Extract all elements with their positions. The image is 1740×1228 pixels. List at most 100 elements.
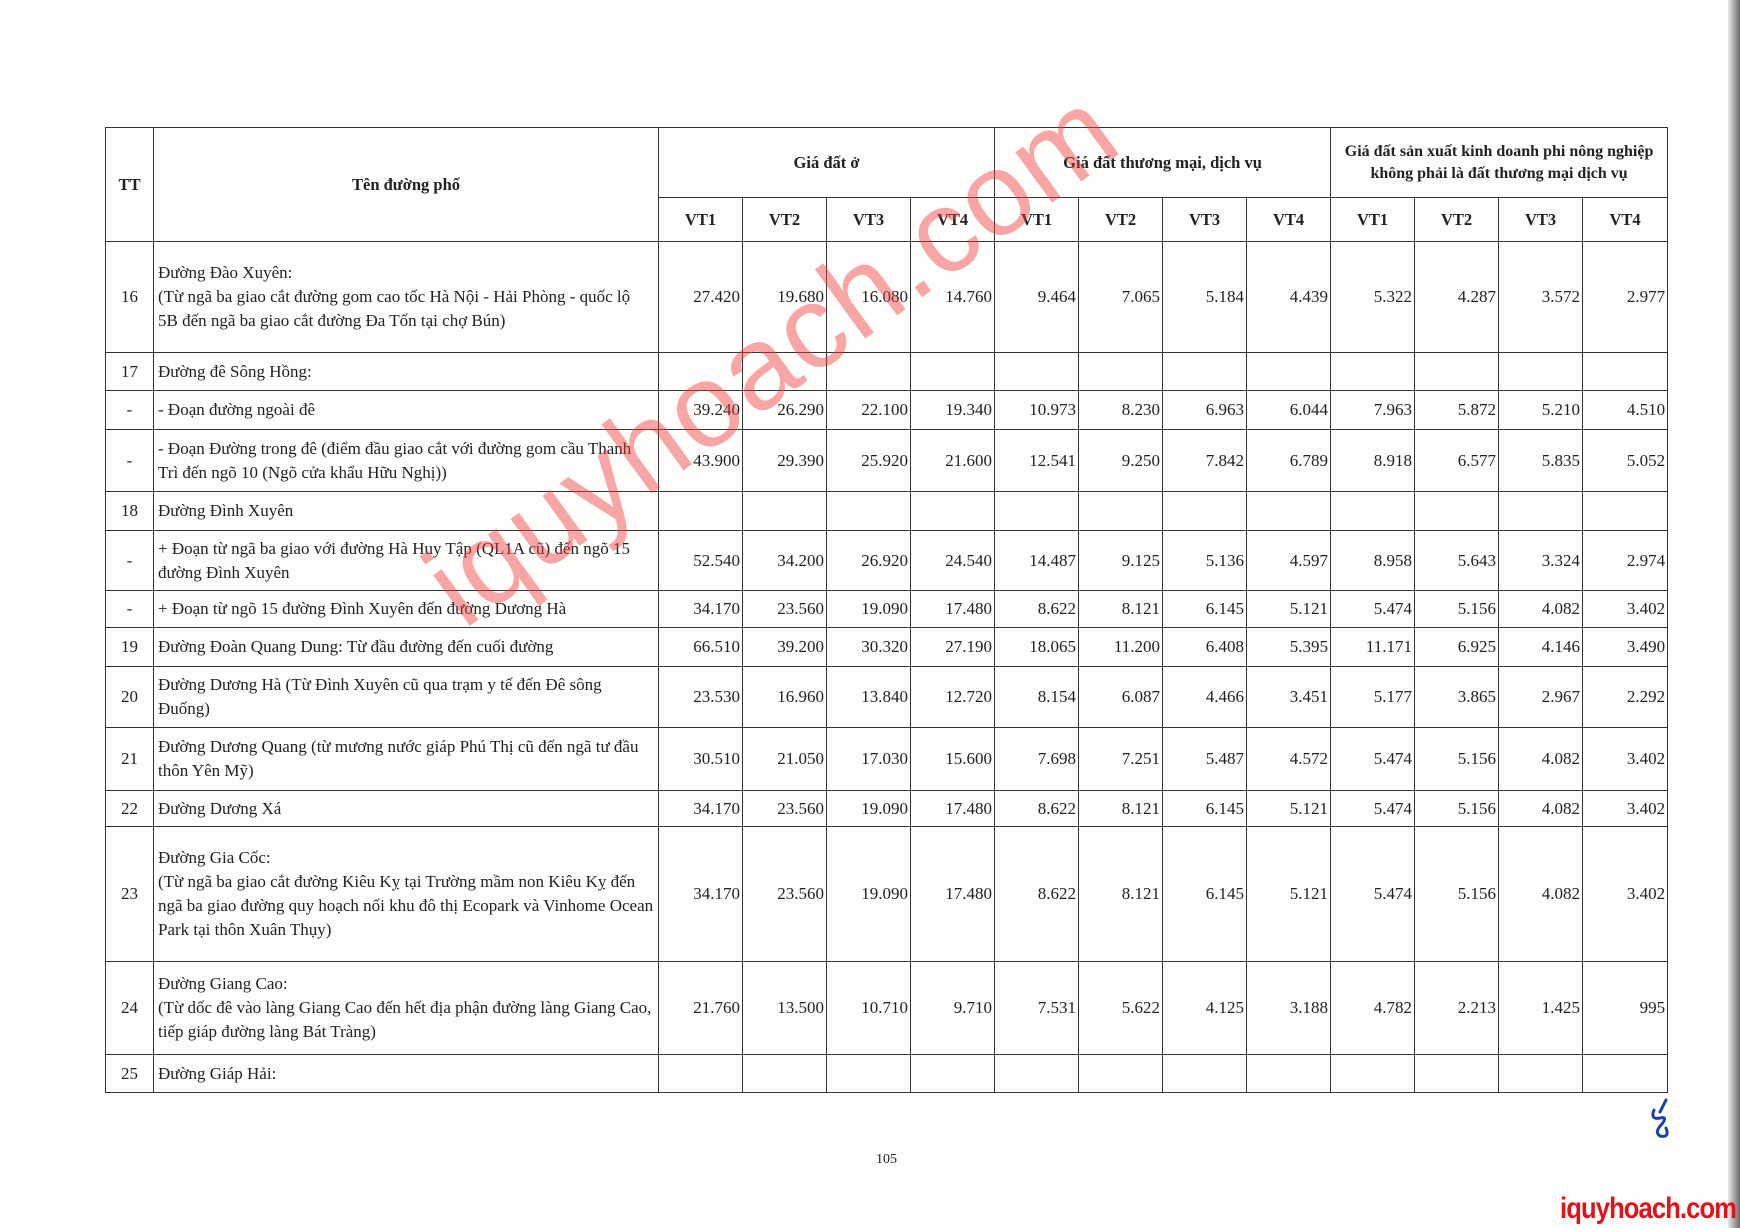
- price-cell: 2.292: [1582, 666, 1669, 728]
- price-cell: 8.622: [994, 826, 1080, 962]
- price-cell: 9.464: [994, 241, 1080, 353]
- row-number: -: [105, 429, 154, 492]
- price-cell: [1582, 1054, 1669, 1093]
- table-row: -- Đoạn đường ngoài đê 39.240 26.290 22.100…: [105, 390, 1669, 430]
- table-row: 21 Đường Dương Quang (từ mương nước giáp …: [105, 727, 1669, 791]
- table-row: - + Đoạn từ ngã ba giao với đường Hà Huy …: [105, 530, 1669, 591]
- street-name: - Đoạn Đường trong đê (điểm đầu giao cắt…: [153, 429, 659, 492]
- price-cell: 5.643: [1414, 530, 1500, 591]
- price-cell: [826, 491, 911, 531]
- price-cell: [1246, 491, 1332, 531]
- price-cell: 8.958: [1330, 530, 1416, 591]
- price-cell: 17.480: [909, 826, 996, 962]
- price-cell: 4.082: [1498, 590, 1584, 628]
- table-row: 18 Đường Đình Xuyên: [105, 491, 1669, 531]
- price-cell: [994, 1054, 1080, 1093]
- price-cell: 27.190: [909, 627, 996, 667]
- price-cell: 23.560: [742, 790, 827, 827]
- price-cell: 4.146: [1498, 627, 1584, 667]
- price-cell: [1582, 352, 1669, 391]
- price-cell: 17.030: [826, 727, 911, 791]
- street-name: Đường Dương Quang (từ mương nước giáp Ph…: [153, 727, 659, 791]
- price-cell: 17.480: [909, 790, 996, 827]
- header-group-residential: Giá đất ở: [657, 127, 996, 198]
- price-cell: 19.090: [826, 826, 911, 962]
- price-cell: 66.510: [658, 627, 743, 667]
- price-cell: 19.090: [826, 790, 911, 827]
- page-number: 105: [876, 1152, 897, 1167]
- header-group-nonagricultural: Giá đất sản xuất kinh doanh phi nông ngh…: [1330, 127, 1669, 198]
- price-cell: 8.154: [994, 666, 1080, 728]
- street-name: Đường Đoàn Quang Dung: Từ đầu đường đến …: [153, 627, 659, 667]
- price-cell: 3.572: [1498, 241, 1584, 353]
- price-cell: 2.974: [1582, 530, 1669, 591]
- price-cell: 21.760: [658, 961, 743, 1055]
- price-cell: 17.480: [909, 590, 996, 628]
- header-vt4: VT4: [909, 197, 996, 242]
- price-cell: 4.125: [1162, 961, 1248, 1055]
- price-cell: 23.530: [658, 666, 743, 728]
- price-cell: [1582, 491, 1669, 531]
- price-cell: 5.121: [1246, 826, 1332, 962]
- price-cell: [1246, 352, 1332, 391]
- price-cell: 7.251: [1078, 727, 1164, 791]
- row-number: -: [105, 390, 154, 430]
- price-cell: 5.156: [1414, 826, 1500, 962]
- row-number: 18: [105, 491, 154, 531]
- price-cell: 5.322: [1330, 241, 1416, 353]
- price-cell: 30.320: [826, 627, 911, 667]
- price-cell: 5.395: [1246, 627, 1332, 667]
- price-cell: 43.900: [658, 429, 743, 492]
- price-cell: 4.082: [1498, 727, 1584, 791]
- price-cell: [742, 1054, 827, 1093]
- street-name: Đường Dương Xá: [153, 790, 659, 827]
- header-vt1: VT1: [994, 197, 1080, 242]
- price-cell: [1414, 352, 1500, 391]
- price-cell: 5.474: [1330, 826, 1416, 962]
- row-number: 20: [105, 666, 154, 728]
- price-cell: 39.240: [658, 390, 743, 430]
- price-cell: 34.170: [658, 590, 743, 628]
- price-cell: 4.510: [1582, 390, 1669, 430]
- price-cell: 6.145: [1162, 790, 1248, 827]
- price-cell: 3.324: [1498, 530, 1584, 591]
- price-cell: 52.540: [658, 530, 743, 591]
- price-cell: 995: [1582, 961, 1669, 1055]
- price-cell: 5.474: [1330, 790, 1416, 827]
- price-cell: 3.402: [1582, 590, 1669, 628]
- price-cell: 5.177: [1330, 666, 1416, 728]
- price-cell: 8.121: [1078, 826, 1164, 962]
- row-number: 24: [105, 961, 154, 1055]
- price-cell: 6.408: [1162, 627, 1248, 667]
- header-vt3: VT3: [1498, 197, 1584, 242]
- street-name: + Đoạn từ ngã ba giao với đường Hà Huy T…: [153, 530, 659, 591]
- price-cell: 5.210: [1498, 390, 1584, 430]
- price-cell: 5.487: [1162, 727, 1248, 791]
- price-cell: 10.973: [994, 390, 1080, 430]
- price-cell: 4.082: [1498, 826, 1584, 962]
- price-cell: 34.170: [658, 790, 743, 827]
- price-cell: 7.842: [1162, 429, 1248, 492]
- header-vt4: VT4: [1582, 197, 1669, 242]
- handwritten-initial-mark: [1651, 1098, 1669, 1138]
- price-cell: 4.082: [1498, 790, 1584, 827]
- price-cell: 19.340: [909, 390, 996, 430]
- price-cell: 2.977: [1582, 241, 1669, 353]
- row-number: 22: [105, 790, 154, 827]
- header-vt1: VT1: [658, 197, 743, 242]
- price-cell: 9.250: [1078, 429, 1164, 492]
- price-cell: [826, 1054, 911, 1093]
- header-tt: TT: [105, 127, 154, 242]
- table-row: 20 Đường Dương Hà (Từ Đình Xuyên cũ qua t…: [105, 666, 1669, 728]
- row-number: 23: [105, 826, 154, 962]
- price-cell: [909, 1054, 996, 1093]
- price-cell: 7.963: [1330, 390, 1416, 430]
- row-number: 17: [105, 352, 154, 391]
- price-cell: 21.600: [909, 429, 996, 492]
- price-cell: 11.171: [1330, 627, 1416, 667]
- price-cell: 13.840: [826, 666, 911, 728]
- price-cell: [909, 491, 996, 531]
- price-cell: 7.698: [994, 727, 1080, 791]
- price-cell: [1078, 352, 1164, 391]
- price-cell: 5.184: [1162, 241, 1248, 353]
